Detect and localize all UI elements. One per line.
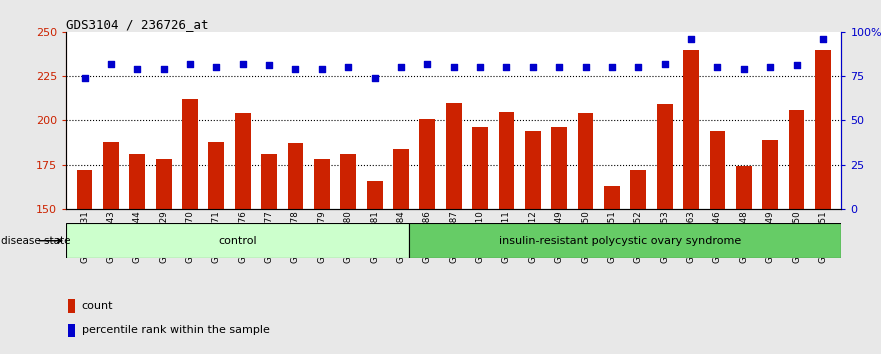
Point bbox=[367, 75, 381, 81]
Point bbox=[288, 66, 302, 72]
Point bbox=[157, 66, 171, 72]
Bar bbox=[815, 50, 831, 209]
Bar bbox=[68, 299, 76, 313]
Bar bbox=[156, 159, 172, 209]
Text: disease state: disease state bbox=[2, 236, 70, 246]
Text: count: count bbox=[82, 301, 113, 311]
Point bbox=[394, 64, 408, 70]
Point bbox=[605, 64, 619, 70]
Point bbox=[500, 64, 514, 70]
Bar bbox=[409, 223, 841, 258]
Bar bbox=[393, 149, 409, 209]
Point bbox=[737, 66, 751, 72]
Point bbox=[632, 64, 646, 70]
Point bbox=[710, 64, 724, 70]
Point bbox=[789, 63, 803, 68]
Bar bbox=[552, 127, 567, 209]
Bar bbox=[604, 186, 620, 209]
Point bbox=[579, 64, 593, 70]
Bar bbox=[209, 142, 225, 209]
Point bbox=[420, 61, 434, 67]
Bar bbox=[499, 112, 515, 209]
Bar bbox=[578, 113, 594, 209]
Point bbox=[78, 75, 92, 81]
Bar bbox=[709, 131, 725, 209]
Bar bbox=[287, 143, 303, 209]
Bar bbox=[366, 181, 382, 209]
Bar bbox=[446, 103, 462, 209]
Bar bbox=[340, 154, 356, 209]
Point bbox=[684, 36, 698, 42]
Bar bbox=[656, 104, 672, 209]
Bar bbox=[525, 131, 541, 209]
Bar bbox=[103, 142, 119, 209]
Point bbox=[816, 36, 830, 42]
Bar bbox=[182, 99, 198, 209]
Bar bbox=[261, 154, 277, 209]
Point bbox=[104, 61, 118, 67]
Point bbox=[341, 64, 355, 70]
Point bbox=[763, 64, 777, 70]
Bar bbox=[68, 324, 76, 337]
Point bbox=[210, 64, 224, 70]
Point bbox=[657, 61, 671, 67]
Bar bbox=[631, 170, 647, 209]
Point bbox=[473, 64, 487, 70]
Text: GDS3104 / 236726_at: GDS3104 / 236726_at bbox=[66, 18, 209, 31]
Bar bbox=[736, 166, 751, 209]
Point bbox=[130, 66, 144, 72]
Bar bbox=[66, 223, 409, 258]
Point bbox=[236, 61, 250, 67]
Bar bbox=[683, 50, 699, 209]
Text: insulin-resistant polycystic ovary syndrome: insulin-resistant polycystic ovary syndr… bbox=[499, 236, 741, 246]
Point bbox=[526, 64, 540, 70]
Bar bbox=[130, 154, 145, 209]
Bar bbox=[419, 119, 435, 209]
Bar bbox=[314, 159, 329, 209]
Bar bbox=[472, 127, 488, 209]
Bar bbox=[762, 140, 778, 209]
Point bbox=[262, 63, 276, 68]
Point bbox=[447, 64, 461, 70]
Bar bbox=[235, 113, 251, 209]
Bar bbox=[788, 110, 804, 209]
Point bbox=[315, 66, 329, 72]
Text: control: control bbox=[218, 236, 256, 246]
Point bbox=[552, 64, 566, 70]
Bar bbox=[77, 170, 93, 209]
Point bbox=[183, 61, 197, 67]
Text: percentile rank within the sample: percentile rank within the sample bbox=[82, 325, 270, 336]
